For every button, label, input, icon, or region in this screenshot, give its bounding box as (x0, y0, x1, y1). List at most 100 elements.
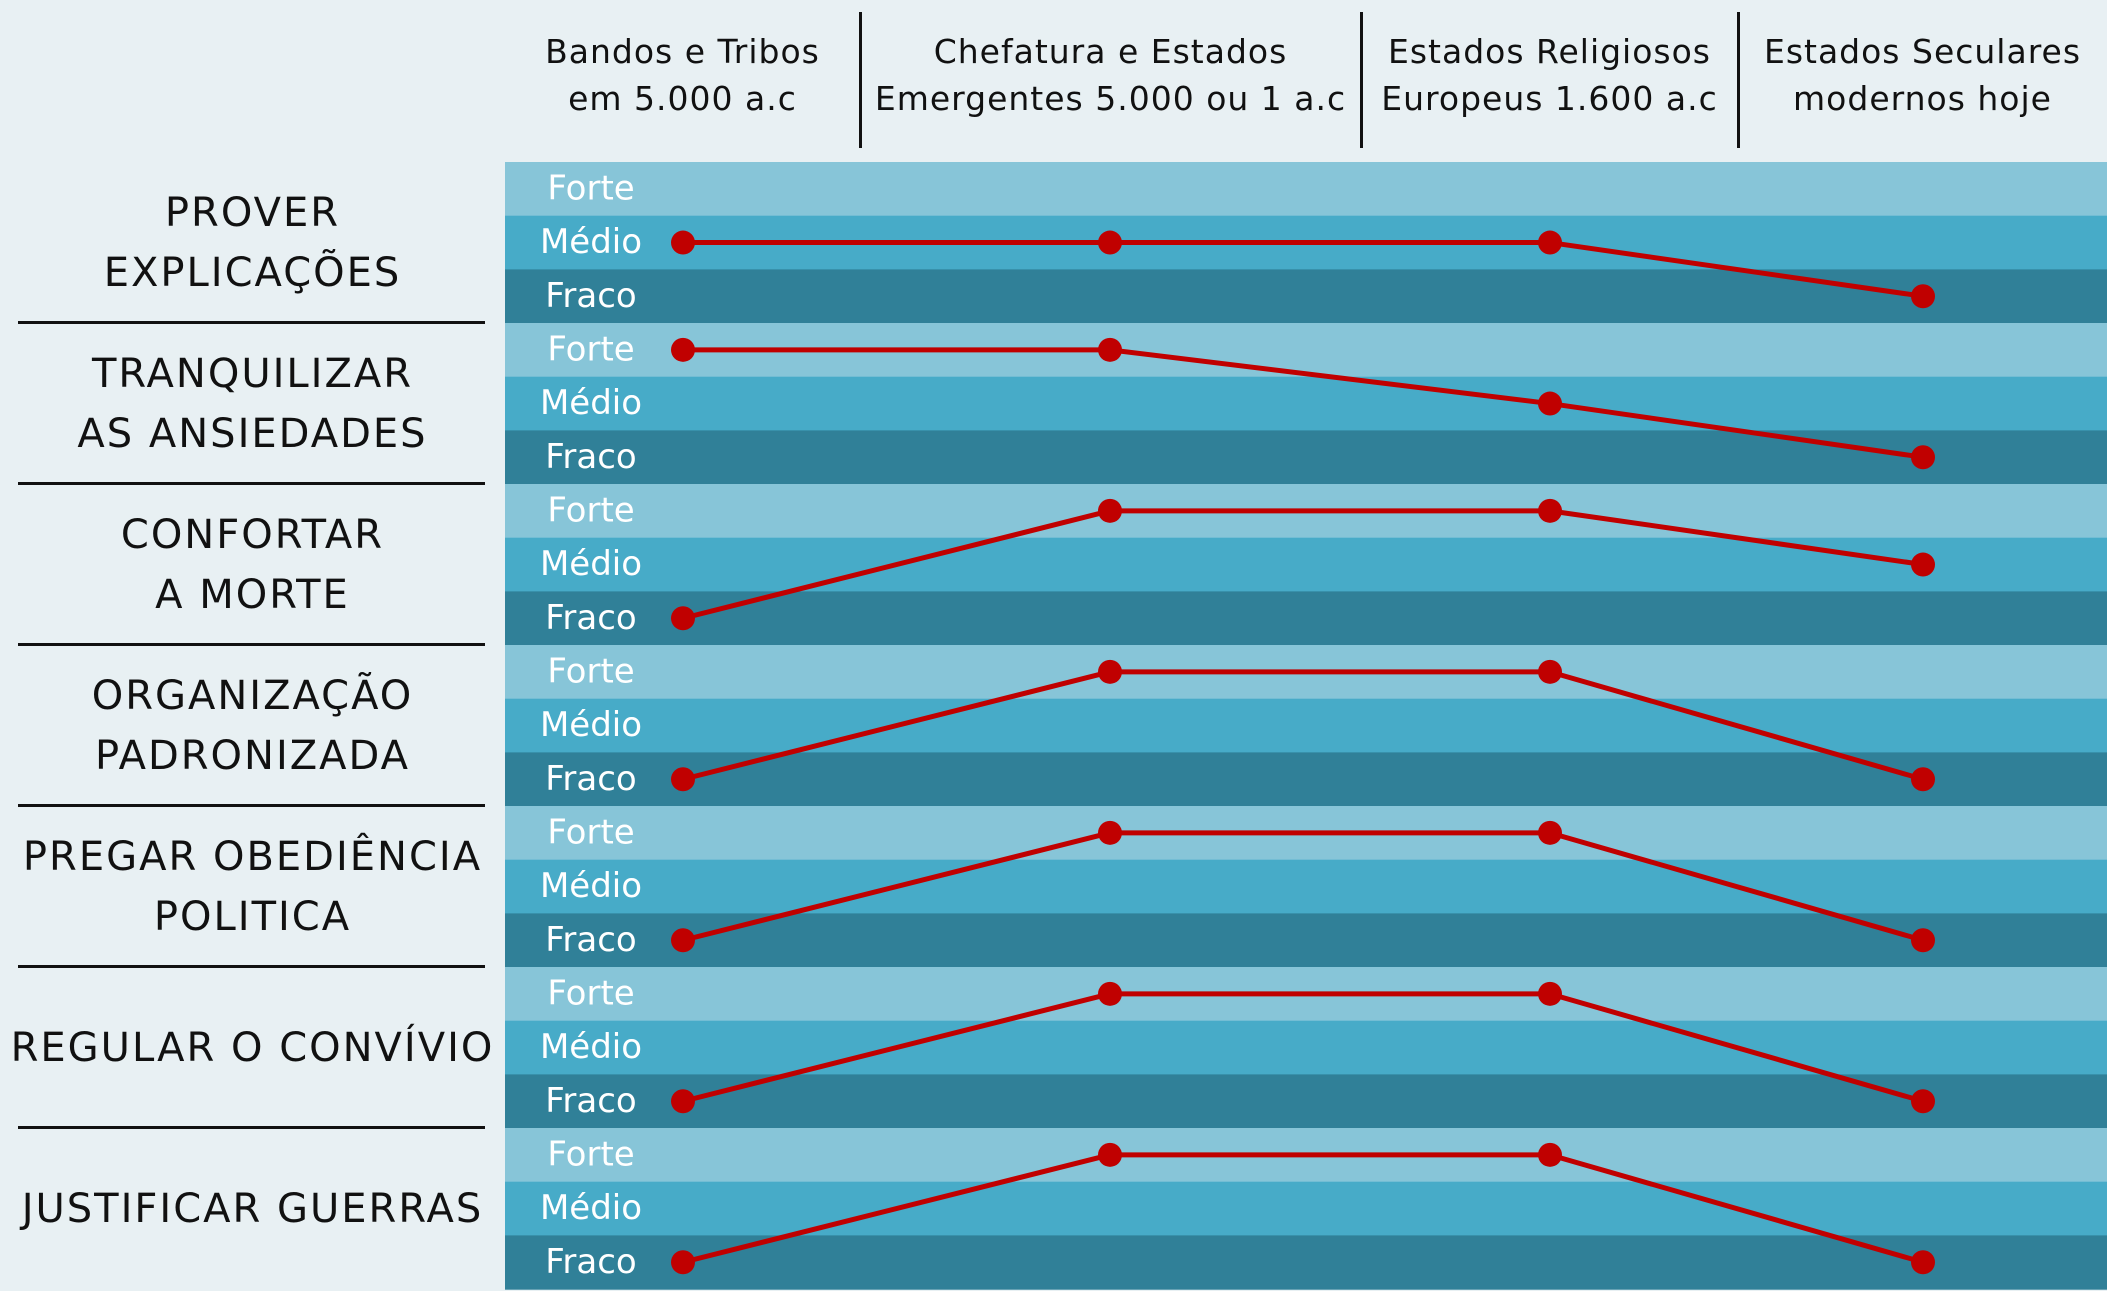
data-point (1098, 1142, 1122, 1167)
data-point (1538, 498, 1562, 523)
level-band-medio (505, 1181, 2107, 1236)
series-line (683, 240, 1924, 299)
level-band-fraco (505, 752, 2107, 807)
row-label-7-line1: JUSTIFICAR GUERRAS (21, 1185, 484, 1232)
level-band-medio (505, 859, 2107, 914)
level-label: Forte (547, 1134, 634, 1174)
column-header-4-line2: modernos hoje (1793, 79, 2052, 118)
data-point (1098, 820, 1122, 845)
data-point (1098, 659, 1122, 684)
column-header-4-line1: Estados Seculares (1763, 32, 2082, 71)
level-band-forte (505, 162, 2107, 217)
row-label-2: TRANQUILIZAR AS ANSIEDADES (0, 323, 505, 484)
data-point (1538, 391, 1562, 416)
data-point (671, 337, 695, 362)
level-label: Médio (540, 866, 642, 906)
row-label-3-line1: CONFORTAR (120, 511, 385, 558)
data-point (1911, 445, 1935, 470)
data-point (1911, 1250, 1935, 1275)
data-point (671, 1250, 695, 1275)
column-header-3-line2: Europeus 1.600 a.c (1381, 79, 1718, 118)
column-header-1: Bandos e Tribos em 5.000 a.c (505, 0, 860, 150)
series-line (682, 991, 1924, 1104)
column-header-2-line2: Emergentes 5.000 ou 1 a.c (874, 79, 1347, 118)
row-label-5-line2: POLITICA (153, 893, 352, 940)
row-label-6: REGULAR O CONVÍVIO (0, 967, 505, 1128)
data-point (1538, 1142, 1562, 1167)
row-label-5: PREGAR OBEDIÊNCIA POLITICA (0, 806, 505, 967)
data-point (1098, 981, 1122, 1006)
level-label: Médio (540, 705, 642, 745)
column-header-2: Chefatura e Estados Emergentes 5.000 ou 1… (860, 0, 1361, 150)
data-point (1911, 284, 1935, 309)
level-label: Médio (540, 544, 642, 584)
level-label: Fraco (545, 920, 636, 960)
row-label-7: JUSTIFICAR GUERRAS (0, 1128, 505, 1289)
level-label: Forte (547, 168, 634, 208)
row-label-1-line2: EXPLICAÇÕES (103, 249, 402, 296)
row-divider (18, 965, 485, 968)
column-header-4: Estados Seculares modernos hoje (1738, 0, 2107, 150)
data-point (1911, 1089, 1935, 1114)
data-point (1911, 928, 1935, 953)
data-point (1098, 230, 1122, 255)
level-band-fraco (505, 269, 2107, 324)
level-label: Forte (547, 329, 634, 369)
column-header-3-line1: Estados Religiosos (1388, 32, 1711, 71)
row-label-3: CONFORTAR A MORTE (0, 484, 505, 645)
series-line (682, 1152, 1924, 1265)
level-label: Fraco (545, 598, 636, 638)
data-point (1538, 230, 1562, 255)
series-line (682, 830, 1924, 943)
column-header-1-line1: Bandos e Tribos (545, 32, 820, 71)
data-point (671, 230, 695, 255)
series-line (682, 669, 1924, 782)
level-label: Médio (540, 222, 642, 262)
level-label: Fraco (545, 1081, 636, 1121)
column-divider (1360, 12, 1363, 148)
row-label-4: ORGANIZAÇÃO PADRONIZADA (0, 645, 505, 806)
row-divider (18, 804, 485, 807)
level-label: Forte (547, 651, 634, 691)
column-header-1-line2: em 5.000 a.c (568, 79, 797, 118)
column-divider (1737, 12, 1740, 148)
data-point (1538, 820, 1562, 845)
level-band-fraco (505, 430, 2107, 485)
row-divider (18, 643, 485, 646)
series-line (683, 347, 1924, 460)
column-header-3: Estados Religiosos Europeus 1.600 a.c (1361, 0, 1738, 150)
data-point (671, 1089, 695, 1114)
row-divider (18, 1126, 485, 1129)
row-label-4-line2: PADRONIZADA (95, 732, 410, 779)
row-label-6-line1: REGULAR O CONVÍVIO (10, 1024, 495, 1071)
level-band-fraco (505, 1074, 2107, 1129)
row-label-1-line1: PROVER (164, 189, 341, 236)
level-band-medio (505, 376, 2107, 431)
column-divider (859, 12, 862, 148)
row-label-1: PROVER EXPLICAÇÕES (0, 162, 505, 323)
level-label: Fraco (545, 276, 636, 316)
level-label: Fraco (545, 1242, 636, 1282)
data-point (671, 928, 695, 953)
data-point (671, 606, 695, 631)
level-label: Forte (547, 973, 634, 1013)
level-label: Médio (540, 383, 642, 423)
series-line (682, 508, 1924, 621)
level-label: Forte (547, 490, 634, 530)
level-label: Forte (547, 812, 634, 852)
data-point (671, 767, 695, 792)
level-band-fraco (505, 1235, 2107, 1290)
row-label-2-line2: AS ANSIEDADES (77, 410, 428, 457)
row-label-2-line1: TRANQUILIZAR (91, 350, 414, 397)
level-band-medio (505, 698, 2107, 753)
data-point (1098, 498, 1122, 523)
level-label: Médio (540, 1188, 642, 1228)
level-band-medio (505, 1020, 2107, 1075)
row-label-5-line1: PREGAR OBEDIÊNCIA (22, 833, 483, 880)
level-band-medio (505, 537, 2107, 592)
level-band-fraco (505, 913, 2107, 968)
row-divider (18, 321, 485, 324)
data-point (1538, 659, 1562, 684)
